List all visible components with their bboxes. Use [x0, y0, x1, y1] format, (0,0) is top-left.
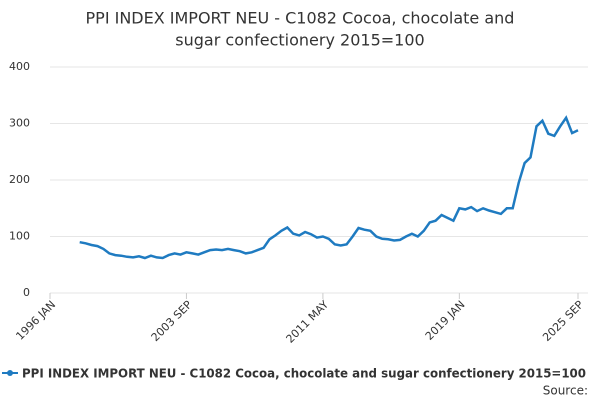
- data-line: [79, 115, 579, 260]
- legend-label: PPI INDEX IMPORT NEU - C1082 Cocoa, choc…: [22, 367, 586, 381]
- y-tick-label: 100: [9, 230, 30, 243]
- y-tick-label: 400: [9, 60, 30, 73]
- y-tick-label: 0: [23, 286, 30, 299]
- y-tick-label: 200: [9, 173, 30, 186]
- x-tick-label: 2019 JAN: [423, 298, 468, 343]
- legend-marker: [7, 370, 13, 376]
- chart-title: sugar confectionery 2015=100: [175, 31, 424, 50]
- x-tick-label: 2003 SEP: [149, 298, 195, 344]
- chart-title: PPI INDEX IMPORT NEU - C1082 Cocoa, choc…: [86, 9, 515, 28]
- x-tick-label: 2011 MAY: [284, 298, 332, 346]
- y-tick-label: 300: [9, 117, 30, 130]
- x-tick-label: 2025 SEP: [540, 298, 586, 344]
- x-tick-label: 1996 JAN: [13, 298, 58, 343]
- source: Source:: [543, 384, 588, 398]
